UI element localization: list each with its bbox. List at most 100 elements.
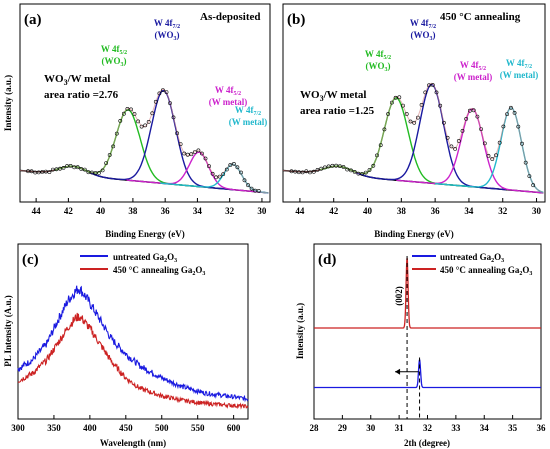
peak-label-1-line2: (WO3) [102,56,127,68]
data-point [51,167,55,172]
peak-label-2-line1: W 4f7/2 [154,18,180,30]
data-point [192,150,197,155]
x-tick-label: 38 [397,206,407,216]
panel-c-ylabel: PL Intensity (A.u.) [3,295,13,367]
data-point [490,157,495,161]
x-tick-label: 350 [47,423,61,433]
data-point [296,170,301,175]
data-point [467,108,472,113]
data-point [129,107,133,112]
panel-d-ticks: 28 29 30 31 32 33 34 35 36 [310,415,547,433]
data-point [319,166,324,171]
panel-b-xlabel: Binding Energy (eV) [374,229,454,239]
panel-a-xlabel: Binding Energy (eV) [105,229,185,239]
data-point [345,167,350,172]
data-point [438,103,443,108]
data-point [239,170,243,175]
panel-b: 44 42 40 38 36 34 32 30 W 4f5/2(WO3)W 4f7/2(WO3… [282,3,546,239]
panel-c: 300 350 400 450 500 550 600 (c) untreated Ga2O… [3,243,249,448]
data-point [531,183,536,188]
data-point [93,171,98,175]
x-tick-label: 30 [257,206,267,216]
data-point [146,120,151,124]
panel-a-frame [19,3,271,203]
panel-b-annotation-line1: WO3/W metal [300,89,366,103]
data-point [326,164,331,169]
data-point [311,169,316,174]
data-point [47,170,52,175]
peak-label-2-line2: (WO3) [155,30,180,42]
data-point [389,100,394,105]
data-point [256,188,261,193]
panel-c-ticks: 300 350 400 450 500 550 600 [11,415,241,433]
data-point [157,91,162,96]
data-point [150,111,155,116]
data-point [217,174,222,179]
x-tick-label: 300 [11,423,25,433]
data-point [441,120,446,125]
peak-label-1-line1: W 4f5/2 [365,49,391,61]
pl-series-2 [17,312,249,410]
peak-fit-3 [396,108,544,194]
data-point [36,170,41,175]
data-point [508,105,513,110]
data-point [322,165,327,170]
data-point [375,153,379,158]
x-tick-label: 450 [119,423,133,433]
shift-arrow-head [395,368,401,375]
peak-label-2-line1: W 4f7/2 [410,18,436,30]
data-point [118,119,123,123]
peak-label-4-line2: (W metal) [229,117,268,127]
peak-label-4-line2: (W metal) [500,70,539,80]
panel-c-legend-annealed: 450 °C annealing Ga2O3 [113,265,205,277]
xrd-series-1 [314,359,541,389]
data-point [29,169,34,174]
data-point [171,115,176,120]
x-tick-label: 44 [32,206,42,216]
data-point [456,139,461,143]
data-point [300,170,305,175]
data-point [125,107,130,111]
data-point [40,169,45,174]
panel-d: 28 29 30 31 32 33 34 35 36 (d) untreated Ga2O3 4… [295,243,547,448]
x-tick-label: 30 [366,423,376,433]
data-point [114,131,119,136]
data-point [401,103,405,108]
peak-label-1-line2: (WO3) [366,61,391,73]
data-point [486,153,491,158]
panel-c-label: (c) [22,252,39,268]
x-tick-label: 36 [431,206,441,216]
panel-d-legend-untreated: untreated Ga2O3 [440,252,504,264]
data-point [494,153,498,158]
data-point [475,114,480,119]
data-point [430,83,435,87]
data-point [512,111,517,115]
data-point [210,171,215,176]
data-point [58,166,62,171]
data-point [164,90,169,95]
data-point [404,112,409,116]
data-point [349,168,353,173]
data-point [423,90,428,95]
data-point [382,127,387,132]
data-point [527,174,532,179]
panel-b-curves [282,82,544,194]
data-point [185,152,190,157]
data-point [132,112,137,116]
peak-label-2-line2: (WO3) [411,30,436,42]
data-point [97,170,101,175]
data-point [520,141,524,146]
x-tick-label: 42 [329,206,339,216]
data-point [308,170,312,175]
data-point [203,156,208,161]
data-point [397,95,402,100]
x-tick-label: 30 [532,206,542,216]
data-point [246,183,251,188]
data-point [363,170,368,175]
panel-c-frame [17,243,249,420]
data-point [79,167,84,171]
x-tick-label: 36 [537,423,547,433]
x-tick-label: 500 [155,423,169,433]
data-point [419,103,424,107]
data-point [111,144,116,149]
